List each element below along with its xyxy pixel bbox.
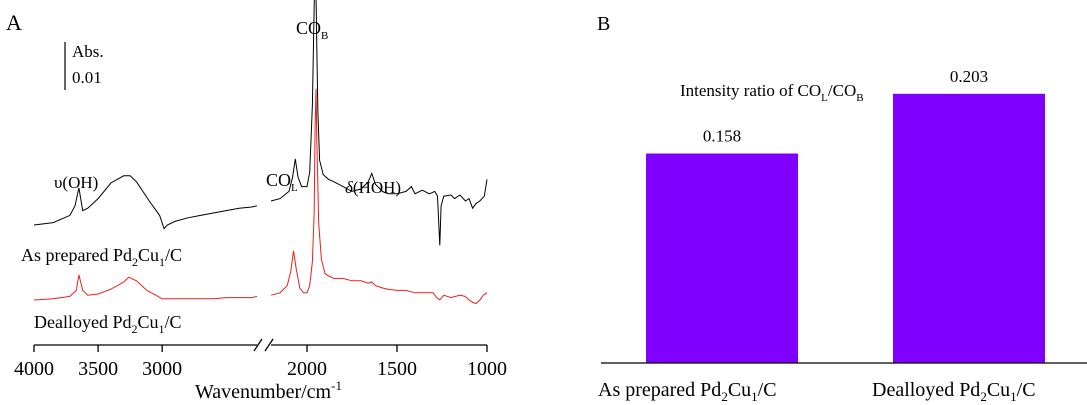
co-l-annotation: COL: [266, 170, 298, 194]
cat0-b: Cu: [728, 379, 751, 401]
category-label-as-prepared: As prepared Pd2Cu1/C: [598, 379, 777, 404]
x-axis-title-sup: -1: [331, 378, 342, 393]
dealloyed-trace-left: [33, 274, 258, 301]
panel-a-label: A: [6, 10, 22, 35]
trace-dealloyed: [33, 88, 488, 305]
da-label-s2: 1: [159, 322, 165, 336]
trace-as-prepared: [33, 0, 488, 246]
axis-break-slash-1: [253, 338, 263, 352]
ap-label-c: /C: [165, 245, 182, 265]
x-axis-title: Wavenumber/cm-1: [195, 378, 342, 403]
x-tick-label-4000: 4000: [14, 358, 54, 380]
bar-value-label-as-prepared: 0.158: [703, 127, 741, 146]
as-prepared-trace-label: As prepared Pd2Cu1/C: [21, 245, 182, 269]
title-s2: B: [856, 92, 863, 104]
cat0-c: /C: [758, 379, 777, 401]
panel-b-label: B: [597, 13, 610, 35]
v-oh-annotation: υ(OH): [54, 173, 98, 192]
x-tick-label-3500: 3500: [78, 358, 118, 380]
co-b-sub: B: [321, 30, 328, 42]
cat1-b: Cu: [987, 379, 1010, 401]
x-tick-label-1000: 1000: [467, 358, 507, 380]
cat1-a: Dealloyed Pd: [872, 379, 980, 401]
cat1-s2: 1: [1010, 389, 1017, 404]
ap-label-b: Cu: [138, 245, 159, 265]
scale-bar-unit: Abs.: [72, 42, 104, 61]
panel-b: B Intensity ratio of COL/COB 0.158 0.203…: [597, 13, 1087, 404]
cat0-s1: 2: [721, 389, 728, 404]
x-tick-label-2000: 2000: [287, 358, 327, 380]
cat1-s1: 2: [980, 389, 987, 404]
delta-rest: (HOH): [353, 178, 401, 197]
co-l-main: CO: [266, 170, 291, 190]
ap-label-s2: 1: [159, 255, 165, 269]
axis-break-slash-2: [264, 338, 274, 352]
ap-label-s1: 2: [132, 255, 138, 269]
as-prepared-trace-left: [33, 175, 258, 230]
scale-bar: Abs. 0.01: [64, 42, 104, 90]
x-tick-label-1500: 1500: [377, 358, 417, 380]
x-axis-a: 4000 3500 3000 2000 1500 1000 Wavenumber/cm-1: [14, 338, 507, 403]
dealloyed-trace-right: [270, 88, 488, 305]
x-axis-title-main: Wavenumber/cm: [195, 381, 332, 403]
as-prepared-trace-right: [270, 0, 488, 246]
bar-as-prepared: [646, 153, 798, 363]
x-ticks: 4000 3500 3000 2000 1500 1000: [14, 345, 507, 380]
co-b-annotation: COB: [296, 18, 328, 42]
da-label-b: Cu: [137, 312, 158, 332]
bar-value-label-dealloyed: 0.203: [950, 67, 988, 86]
co-b-main: CO: [296, 18, 321, 38]
da-label-s1: 2: [131, 322, 137, 336]
title-s1: L: [821, 92, 828, 104]
co-l-sub: L: [291, 182, 298, 194]
panel-a: A Abs. 0.01 COB COL υ(OH) δ(HOH) As: [6, 0, 507, 403]
delta-hoh-annotation: δ(HOH): [345, 178, 401, 197]
title-a: Intensity ratio of CO: [680, 81, 821, 100]
delta-symbol: δ: [345, 178, 354, 197]
cat0-s2: 1: [751, 389, 758, 404]
da-label-c: /C: [165, 312, 182, 332]
title-b: /CO: [828, 81, 856, 100]
category-label-dealloyed: Dealloyed Pd2Cu1/C: [872, 379, 1036, 404]
dealloyed-trace-label: Dealloyed Pd2Cu1/C: [34, 312, 182, 336]
panel-b-title: Intensity ratio of COL/COB: [680, 81, 864, 104]
da-label-a: Dealloyed Pd: [34, 312, 131, 332]
scale-bar-value: 0.01: [72, 68, 102, 87]
cat1-c: /C: [1017, 379, 1036, 401]
bar-dealloyed: [893, 93, 1045, 364]
ap-label-a: As prepared Pd: [21, 245, 132, 265]
x-tick-label-3000: 3000: [142, 358, 182, 380]
axis-break-mark: [253, 338, 274, 352]
cat0-a: As prepared Pd: [598, 379, 721, 401]
